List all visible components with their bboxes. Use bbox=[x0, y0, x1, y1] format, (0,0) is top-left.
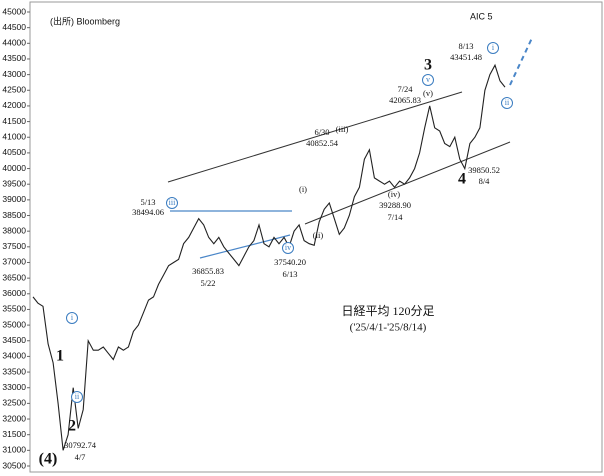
annotation: 42065.83 bbox=[389, 95, 421, 105]
annotation: AIC 5 bbox=[470, 11, 493, 21]
y-tick-label: 36500 bbox=[2, 272, 26, 282]
annotation: 39850.52 bbox=[468, 165, 500, 175]
y-tick-label: 35000 bbox=[2, 319, 26, 329]
annotation: 36855.83 bbox=[192, 266, 224, 276]
annotation: iii bbox=[169, 198, 176, 207]
annotation: 4 bbox=[458, 171, 466, 188]
y-tick-label: 42500 bbox=[2, 85, 26, 95]
annotation: 7/14 bbox=[387, 212, 403, 222]
annotation: 1 bbox=[56, 348, 64, 365]
y-tick-label: 44000 bbox=[2, 38, 26, 48]
y-tick-label: 41000 bbox=[2, 131, 26, 141]
annotation: 39288.90 bbox=[379, 200, 411, 210]
annotation: (ii) bbox=[313, 230, 324, 240]
plot-frame bbox=[29, 1, 603, 473]
annotation: 2 bbox=[68, 418, 76, 435]
chart-title: 日経平均 120分足 bbox=[341, 304, 434, 318]
y-tick-label: 38000 bbox=[2, 225, 26, 235]
y-tick-label: 39000 bbox=[2, 194, 26, 204]
y-tick-label: 33500 bbox=[2, 366, 26, 376]
annotation: 6/13 bbox=[282, 269, 297, 279]
annotation: (v) bbox=[423, 88, 433, 98]
annotation: 4/7 bbox=[75, 452, 86, 462]
y-tick-label: 35500 bbox=[2, 304, 26, 314]
y-tick-label: 37500 bbox=[2, 241, 26, 251]
chart-subtitle: ('25/4/1-'25/8/14) bbox=[350, 322, 427, 334]
y-tick-label: 34000 bbox=[2, 351, 26, 361]
annotation: i bbox=[492, 43, 495, 52]
annotation: 38494.06 bbox=[132, 207, 164, 217]
wave-circle bbox=[71, 391, 83, 403]
y-tick-label: 38500 bbox=[2, 210, 26, 220]
y-tick-label: 45000 bbox=[2, 6, 26, 16]
y-tick-label: 31500 bbox=[2, 429, 26, 439]
annotation: 5/13 bbox=[140, 197, 155, 207]
wave-circle bbox=[166, 197, 178, 209]
wave-circle bbox=[66, 312, 78, 324]
y-tick-label: 30500 bbox=[2, 460, 26, 470]
annotation: (iii) bbox=[336, 124, 349, 134]
y-tick-label: 32000 bbox=[2, 413, 26, 423]
wave-circle bbox=[422, 74, 434, 86]
wave-circle bbox=[487, 42, 499, 54]
annotation: 43451.48 bbox=[450, 52, 482, 62]
y-tick-label: 43500 bbox=[2, 53, 26, 63]
y-tick-label: 40500 bbox=[2, 147, 26, 157]
y-tick-label: 34500 bbox=[2, 335, 26, 345]
annotation: 8/13 bbox=[458, 41, 473, 51]
y-tick-label: 41500 bbox=[2, 116, 26, 126]
annotation: iv bbox=[285, 243, 291, 252]
annotation: ii bbox=[75, 392, 80, 401]
channel-lower bbox=[304, 141, 511, 225]
y-tick-label: 44500 bbox=[2, 22, 26, 32]
annotation: (iv) bbox=[388, 189, 400, 199]
wave-circle bbox=[501, 97, 513, 109]
annotation: i bbox=[71, 313, 74, 322]
annotation: 40852.54 bbox=[306, 138, 339, 148]
annotation: 5/22 bbox=[200, 278, 215, 288]
annotation: 6/30 bbox=[314, 127, 329, 137]
y-tick-label: 32500 bbox=[2, 398, 26, 408]
annotation: v bbox=[426, 75, 430, 84]
annotation: 8/4 bbox=[479, 176, 491, 186]
channel-upper bbox=[167, 91, 463, 183]
y-tick-label: 31000 bbox=[2, 445, 26, 455]
annotation: ii bbox=[505, 98, 510, 107]
wave-circle bbox=[282, 242, 294, 254]
y-tick-label: 36000 bbox=[2, 288, 26, 298]
annotation: (i) bbox=[299, 184, 307, 194]
projection bbox=[509, 37, 533, 86]
y-tick-label: 33000 bbox=[2, 382, 26, 392]
annotation: 37540.20 bbox=[274, 257, 306, 267]
annotation: (出所) Bloomberg bbox=[50, 15, 120, 26]
annotation: 30792.74 bbox=[64, 440, 97, 450]
y-tick-label: 40000 bbox=[2, 163, 26, 173]
annotation: 3 bbox=[424, 57, 432, 74]
annotation: (4) bbox=[39, 451, 58, 468]
y-tick-label: 43000 bbox=[2, 69, 26, 79]
y-tick-label: 42000 bbox=[2, 100, 26, 110]
y-tick-label: 37000 bbox=[2, 257, 26, 267]
annotation: 7/24 bbox=[397, 84, 413, 94]
price-line bbox=[32, 63, 506, 451]
y-tick-label: 39500 bbox=[2, 178, 26, 188]
